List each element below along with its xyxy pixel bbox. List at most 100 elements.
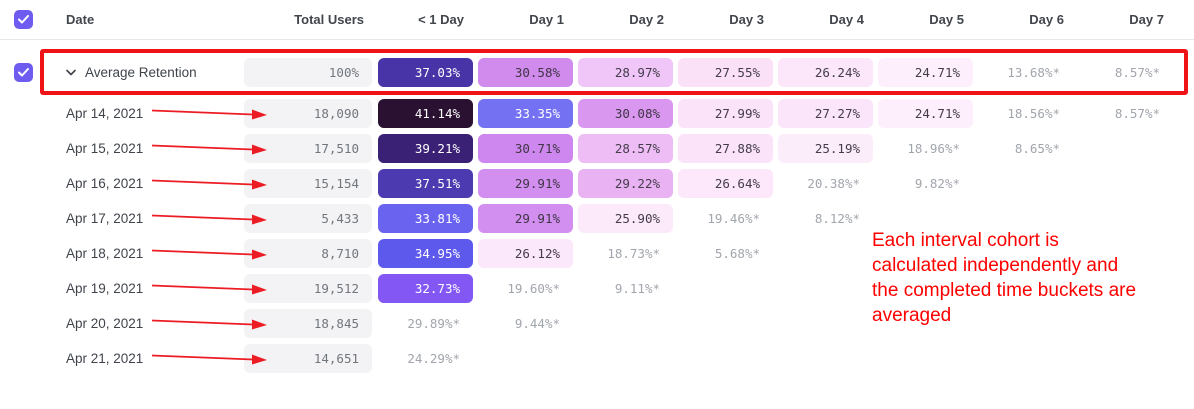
- total-users-cell[interactable]: 17,510: [244, 134, 372, 163]
- retention-cell-empty: [778, 274, 873, 303]
- column-header-1-day: < 1 Day: [418, 12, 464, 27]
- retention-cell[interactable]: 28.97%: [578, 57, 673, 87]
- checkmark-icon: [18, 15, 29, 24]
- retention-cell-empty: [678, 344, 773, 373]
- retention-cell[interactable]: 37.51%: [378, 169, 473, 198]
- retention-cell-empty: [778, 344, 873, 373]
- retention-cell-incomplete[interactable]: 9.82%*: [914, 176, 960, 191]
- retention-cell-incomplete[interactable]: 8.57%*: [1114, 64, 1160, 80]
- average-row-checkbox[interactable]: [14, 62, 33, 82]
- retention-cell-empty: [778, 309, 873, 338]
- retention-cell[interactable]: 30.08%: [578, 99, 673, 128]
- retention-cell-incomplete[interactable]: 9.44%*: [514, 316, 560, 331]
- retention-cell[interactable]: 26.12%: [478, 239, 573, 268]
- retention-cell-incomplete[interactable]: 5.68%*: [714, 246, 760, 261]
- column-header-day-1: Day 1: [529, 12, 564, 27]
- retention-cell-incomplete[interactable]: 29.89%*: [407, 316, 460, 331]
- column-header-date: Date: [66, 12, 95, 27]
- average-retention-label-cell: Average Retention: [44, 65, 244, 80]
- column-header-day-5: Day 5: [929, 12, 964, 27]
- chevron-down-icon[interactable]: [66, 69, 76, 76]
- retention-cell-incomplete[interactable]: 19.46%*: [707, 211, 760, 226]
- retention-cell-empty: [978, 169, 1073, 198]
- retention-cell[interactable]: 26.64%: [678, 169, 773, 198]
- retention-cell[interactable]: 27.88%: [678, 134, 773, 163]
- retention-cell-empty: [578, 344, 673, 373]
- cohort-date-label: Apr 21, 2021: [66, 351, 144, 366]
- retention-cell[interactable]: 26.24%: [778, 57, 873, 87]
- column-header-day-7: Day 7: [1129, 12, 1164, 27]
- annotation-line: Each interval cohort is: [872, 230, 1059, 251]
- retention-cell-incomplete[interactable]: 9.11%*: [614, 281, 660, 296]
- retention-cell-incomplete[interactable]: 19.60%*: [507, 281, 560, 296]
- retention-cell[interactable]: 41.14%: [378, 99, 473, 128]
- retention-cell[interactable]: 24.71%: [878, 99, 973, 128]
- average-retention-row: Average Retention 100% 37.03% 30.58% 28.97% 2…: [0, 49, 1194, 95]
- retention-cell-empty: [878, 344, 973, 373]
- retention-cell[interactable]: 27.27%: [778, 99, 873, 128]
- retention-cell[interactable]: 25.90%: [578, 204, 673, 233]
- annotation-line: calculated independently and: [872, 255, 1119, 276]
- cohort-row: Apr 21, 2021 14,651 24.29%*: [0, 341, 1194, 376]
- retention-cell-incomplete[interactable]: 18.56%*: [1007, 106, 1060, 121]
- retention-cell[interactable]: 39.21%: [378, 134, 473, 163]
- total-users-cell[interactable]: 18,090: [244, 99, 372, 128]
- retention-cell-incomplete[interactable]: 8.65%*: [1014, 141, 1060, 156]
- retention-cell-empty: [778, 239, 873, 268]
- retention-cell[interactable]: 27.99%: [678, 99, 773, 128]
- retention-cell-empty: [1078, 344, 1173, 373]
- annotation-line: averaged: [872, 305, 952, 326]
- retention-cell[interactable]: 37.03%: [378, 57, 473, 87]
- retention-cell-incomplete[interactable]: 18.96%*: [907, 141, 960, 156]
- retention-cell[interactable]: 29.91%: [478, 204, 573, 233]
- retention-cell-incomplete[interactable]: 20.38%*: [807, 176, 860, 191]
- select-all-checkbox[interactable]: [14, 10, 33, 29]
- total-users-cell[interactable]: 15,154: [244, 169, 372, 198]
- retention-cell[interactable]: 33.35%: [478, 99, 573, 128]
- retention-cell[interactable]: 30.58%: [478, 57, 573, 87]
- retention-cell-empty: [678, 309, 773, 338]
- total-users-cell[interactable]: 100%: [244, 57, 372, 87]
- cohort-row: Apr 16, 2021 15,154 37.51% 29.91% 29.22% 26.6…: [0, 166, 1194, 201]
- cohort-date-label: Apr 20, 2021: [66, 316, 144, 331]
- cohort-row: Apr 17, 2021 5,433 33.81% 29.91% 25.90% 19.46…: [0, 201, 1194, 236]
- retention-cell-empty: [1078, 134, 1173, 163]
- retention-cell-empty: [978, 344, 1073, 373]
- retention-cell[interactable]: 24.71%: [878, 57, 973, 87]
- retention-cell[interactable]: 34.95%: [378, 239, 473, 268]
- retention-cell[interactable]: 33.81%: [378, 204, 473, 233]
- cohort-date-label: Apr 14, 2021: [66, 106, 144, 121]
- cohort-date-label: Apr 18, 2021: [66, 246, 144, 261]
- cohort-date-label: Apr 15, 2021: [66, 141, 144, 156]
- average-retention-label: Average Retention: [85, 64, 197, 80]
- column-header-day-3: Day 3: [729, 12, 764, 27]
- retention-cell[interactable]: 30.71%: [478, 134, 573, 163]
- retention-cell-incomplete[interactable]: 18.73%*: [607, 246, 660, 261]
- annotation-note: Each interval cohort is calculated indep…: [872, 228, 1190, 328]
- retention-cell-incomplete[interactable]: 13.68%*: [1007, 64, 1060, 80]
- retention-cell-empty: [1078, 169, 1173, 198]
- retention-cell[interactable]: 27.55%: [678, 57, 773, 87]
- total-users-cell[interactable]: 18,845: [244, 309, 372, 338]
- retention-cell[interactable]: 32.73%: [378, 274, 473, 303]
- column-header-day-4: Day 4: [829, 12, 864, 27]
- total-users-cell[interactable]: 14,651: [244, 344, 372, 373]
- retention-cell[interactable]: 28.57%: [578, 134, 673, 163]
- retention-cell-empty: [678, 274, 773, 303]
- cohort-date-label: Apr 16, 2021: [66, 176, 144, 191]
- cohort-row: Apr 19, 2021 19,512 32.73% 19.60%* 9.11%*: [0, 271, 1194, 306]
- checkmark-icon: [18, 67, 29, 76]
- retention-cell[interactable]: 29.91%: [478, 169, 573, 198]
- retention-cell[interactable]: 29.22%: [578, 169, 673, 198]
- cohort-date-label: Apr 17, 2021: [66, 211, 144, 226]
- retention-cell-incomplete[interactable]: 8.57%*: [1114, 106, 1160, 121]
- retention-cell-incomplete[interactable]: 24.29%*: [407, 351, 460, 366]
- total-users-cell[interactable]: 5,433: [244, 204, 372, 233]
- retention-cell-empty: [478, 344, 573, 373]
- total-users-cell[interactable]: 19,512: [244, 274, 372, 303]
- retention-cell[interactable]: 25.19%: [778, 134, 873, 163]
- retention-cell-empty: [578, 309, 673, 338]
- total-users-cell[interactable]: 8,710: [244, 239, 372, 268]
- retention-cell-incomplete[interactable]: 8.12%*: [814, 211, 860, 226]
